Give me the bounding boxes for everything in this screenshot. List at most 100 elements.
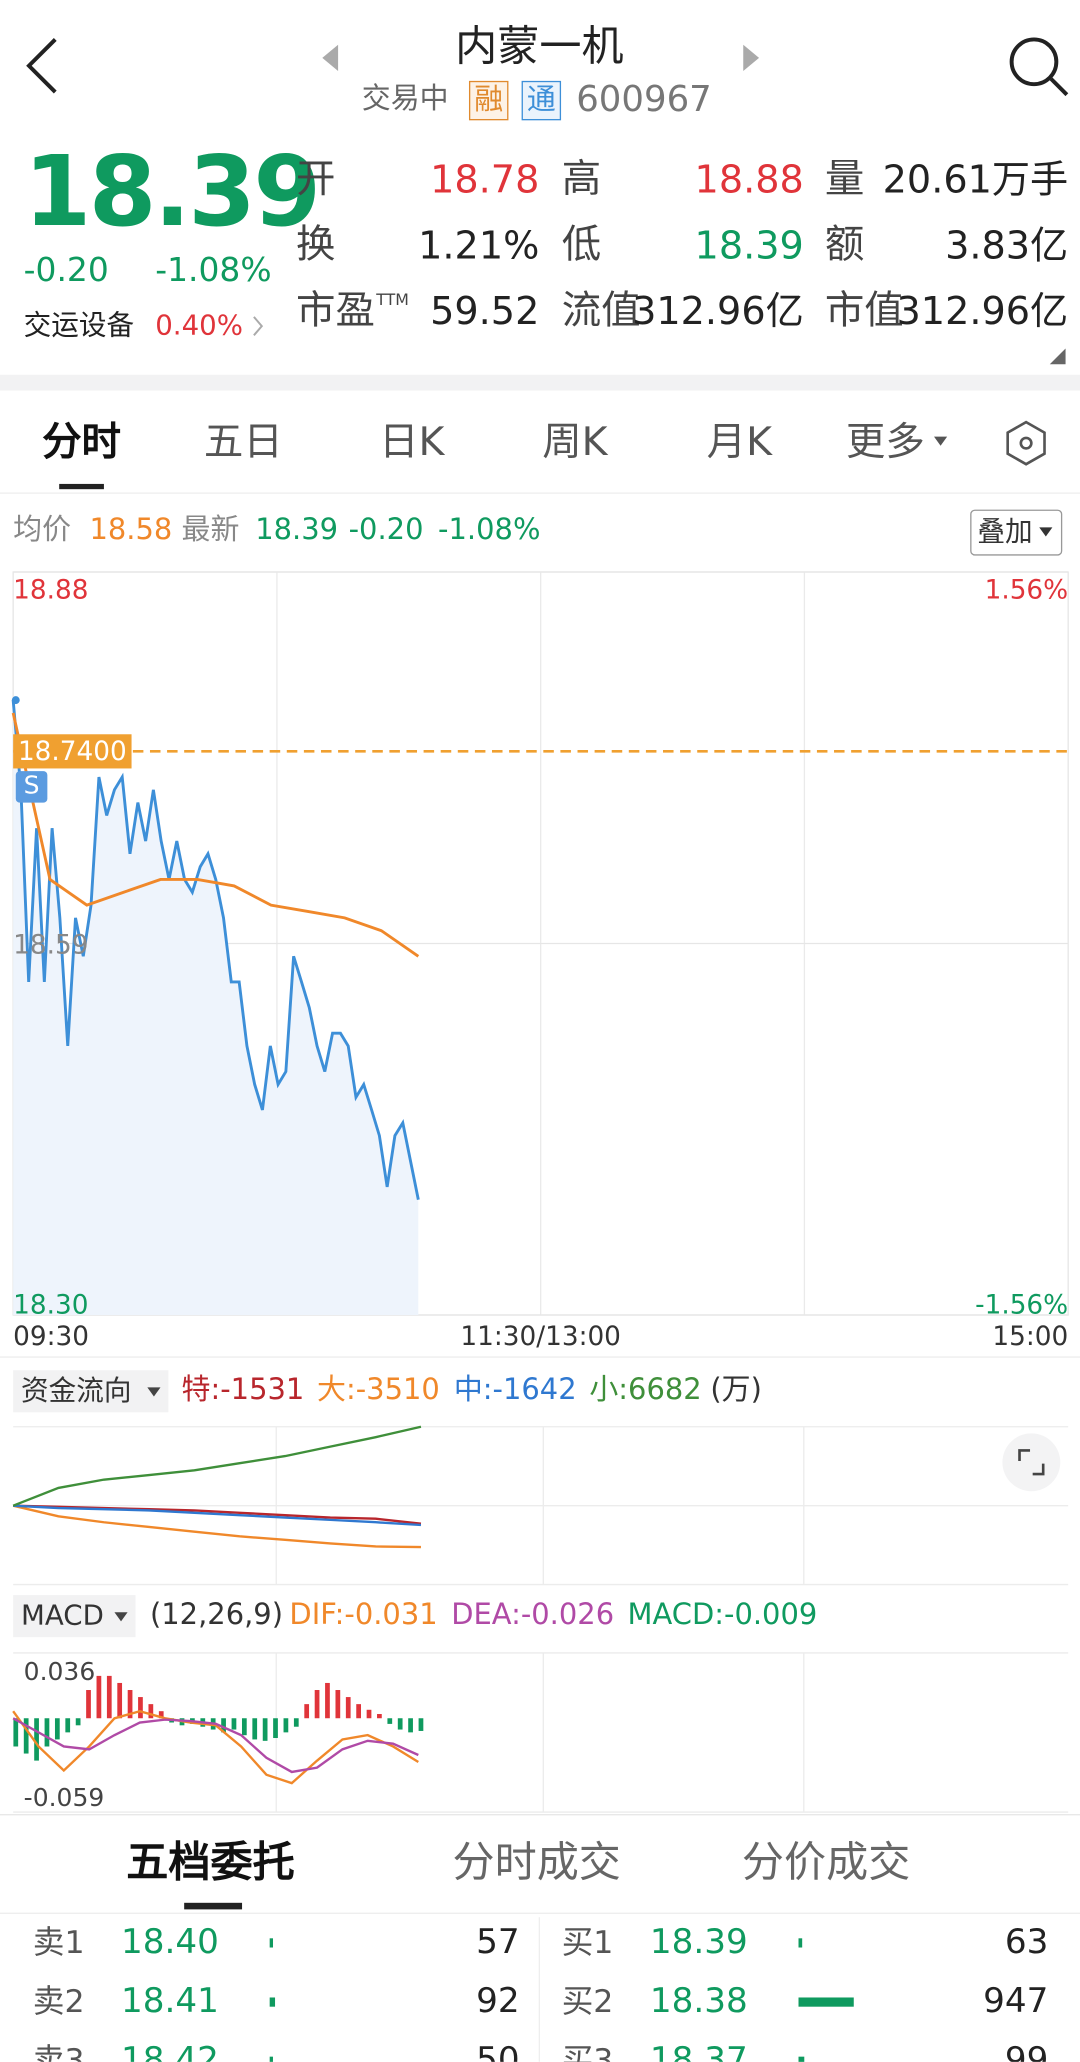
order-price: 18.37 bbox=[649, 2040, 748, 2062]
sector-pct: 0.40% bbox=[155, 309, 243, 342]
fund-caret bbox=[147, 1387, 161, 1397]
order-volume-bar bbox=[798, 2056, 805, 2062]
macd-params: (12,26,9) bbox=[149, 1599, 284, 1632]
macd-tick-label: 0.036 bbox=[23, 1657, 96, 1687]
field-label: 开 bbox=[295, 156, 336, 203]
macd-caret bbox=[114, 1612, 128, 1622]
fund-legend: 特:-1531 bbox=[181, 1374, 305, 1408]
macd-bar bbox=[75, 1718, 81, 1726]
expand-corner[interactable] bbox=[1049, 348, 1066, 365]
macd-bar bbox=[138, 1697, 143, 1719]
macd-bar bbox=[158, 1711, 164, 1719]
order-volume: 947 bbox=[983, 1981, 1049, 2022]
search-button[interactable] bbox=[1009, 37, 1069, 97]
settings-dot bbox=[1019, 436, 1033, 450]
y-tick-label: 18.59 bbox=[13, 927, 89, 960]
fund-dropdown[interactable] bbox=[13, 1370, 169, 1413]
field-value: 18.39 bbox=[694, 222, 804, 268]
macd-bar bbox=[148, 1704, 154, 1719]
macd-bar bbox=[408, 1718, 413, 1733]
order-tab[interactable]: 分时成交 bbox=[452, 1837, 621, 1888]
fund-line bbox=[12, 1425, 422, 1507]
field-value: 20.61万手 bbox=[882, 157, 1069, 202]
field-label: 换 bbox=[295, 222, 336, 269]
order-label: 买1 bbox=[561, 1923, 614, 1961]
last-pct: -1.08% bbox=[438, 514, 541, 548]
y2-tick-label: 1.56% bbox=[984, 573, 1069, 605]
field-value: 312.96亿 bbox=[632, 288, 804, 334]
chart-tab[interactable]: 周K bbox=[542, 419, 608, 466]
fund-legend: 中:-1642 bbox=[453, 1374, 577, 1408]
order-tab[interactable]: 五档委托 bbox=[126, 1837, 295, 1888]
field-label: 量 bbox=[824, 156, 865, 203]
fullscreen-button[interactable] bbox=[1002, 1433, 1061, 1492]
field-value: 59.52 bbox=[430, 288, 540, 334]
y2-tick-label: -1.56% bbox=[975, 1288, 1069, 1321]
x-tick-label: 15:00 bbox=[992, 1320, 1069, 1352]
price: 18.39 bbox=[23, 135, 321, 249]
macd-title[interactable]: MACD bbox=[21, 1599, 104, 1632]
macd-bar bbox=[44, 1718, 50, 1747]
macd-bar bbox=[397, 1718, 403, 1730]
macd-bar bbox=[23, 1718, 29, 1754]
field-label-sup: TTM bbox=[376, 290, 409, 310]
order-price: 18.41 bbox=[121, 1981, 219, 2022]
y-tick-label: 18.30 bbox=[13, 1288, 89, 1321]
overlay-label[interactable]: 叠加 bbox=[977, 516, 1033, 548]
macd-bar bbox=[221, 1718, 226, 1733]
fund-line bbox=[12, 1504, 421, 1549]
order-tab-underline bbox=[184, 1902, 243, 1910]
macd-line bbox=[12, 1709, 419, 1785]
macd-bar bbox=[314, 1690, 320, 1719]
overlay-button[interactable] bbox=[970, 509, 1063, 556]
divider bbox=[0, 374, 1080, 391]
chart-tab[interactable]: 月K bbox=[706, 419, 772, 466]
prev-arrow[interactable] bbox=[322, 44, 339, 72]
next-arrow[interactable] bbox=[743, 44, 760, 72]
fund-title[interactable]: 资金流向 bbox=[21, 1374, 132, 1407]
order-volume-bar bbox=[798, 1997, 854, 2007]
start-dot bbox=[11, 696, 20, 705]
marker-box bbox=[15, 771, 48, 803]
price-area bbox=[13, 700, 419, 1315]
macd-tick-label: -0.059 bbox=[23, 1783, 105, 1813]
macd-bar bbox=[13, 1718, 19, 1747]
order-volume-bar bbox=[269, 1938, 274, 1948]
macd-bar bbox=[86, 1690, 91, 1719]
badge: 融 bbox=[474, 84, 504, 118]
stock-code: 600967 bbox=[576, 79, 712, 121]
macd-bar bbox=[377, 1714, 382, 1719]
sector[interactable]: 交运设备 bbox=[23, 309, 135, 342]
chart-tab[interactable]: 更多 bbox=[845, 419, 925, 466]
trade-status: 交易中 bbox=[361, 82, 449, 116]
macd-bar bbox=[241, 1718, 247, 1736]
macd-bar bbox=[34, 1718, 39, 1761]
field-label: 高 bbox=[561, 156, 602, 203]
badge-box bbox=[521, 80, 562, 121]
macd-bar bbox=[293, 1718, 299, 1727]
reference-tag bbox=[13, 734, 132, 769]
y-tick-label: 18.88 bbox=[13, 573, 89, 605]
field-value: 18.88 bbox=[694, 157, 804, 202]
chart-tab[interactable]: 五日 bbox=[203, 419, 283, 466]
chart-tab[interactable]: 日K bbox=[379, 419, 445, 466]
back-button[interactable] bbox=[26, 38, 57, 94]
avg-value: 18.58 bbox=[89, 514, 173, 548]
more-caret bbox=[934, 436, 948, 446]
macd-bar bbox=[366, 1709, 372, 1719]
field-label: 流值 bbox=[561, 287, 641, 335]
field-value: 3.83亿 bbox=[945, 222, 1069, 268]
macd-bar bbox=[54, 1718, 60, 1740]
macd-bar bbox=[273, 1718, 278, 1739]
settings-button[interactable] bbox=[1006, 420, 1046, 466]
fund-legend: 大:-3510 bbox=[317, 1374, 440, 1408]
badge: 通 bbox=[526, 84, 556, 118]
order-volume: 57 bbox=[476, 1922, 520, 1962]
macd-dropdown[interactable] bbox=[13, 1595, 136, 1638]
sector-arrow bbox=[253, 316, 264, 336]
macd-legend: DIF:-0.031 bbox=[289, 1599, 438, 1632]
order-tab[interactable]: 分价成交 bbox=[741, 1837, 911, 1888]
chart-tab[interactable]: 分时 bbox=[42, 419, 122, 466]
field-value: 1.21% bbox=[418, 222, 540, 268]
